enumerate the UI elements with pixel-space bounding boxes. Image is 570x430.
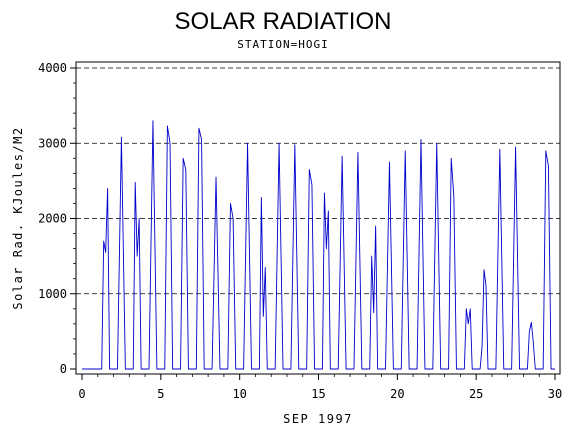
x-tick-label: 30 bbox=[548, 387, 562, 401]
y-tick-label: 3000 bbox=[38, 136, 67, 150]
x-tick-label: 0 bbox=[78, 387, 85, 401]
x-tick-labels: 0 5 10 15 20 25 30 bbox=[78, 374, 562, 401]
x-tick-label: 25 bbox=[469, 387, 483, 401]
x-axis-label: SEP 1997 bbox=[283, 412, 353, 426]
x-tick-label: 5 bbox=[157, 387, 164, 401]
x-tick-label: 20 bbox=[390, 387, 404, 401]
y-tick-labels: 0 1000 2000 3000 4000 bbox=[38, 61, 76, 376]
y-axis-label: Solar Rad. KJoules/M2 bbox=[11, 126, 25, 309]
chart-title: SOLAR RADIATION bbox=[175, 8, 392, 35]
chart-subtitle: STATION=HOGI bbox=[237, 38, 328, 51]
x-tick-label: 15 bbox=[311, 387, 325, 401]
y-tick-label: 1000 bbox=[38, 287, 67, 301]
x-tick-label: 10 bbox=[232, 387, 246, 401]
plot-frame bbox=[75, 61, 561, 375]
series-line bbox=[82, 120, 555, 370]
minor-ticks bbox=[73, 82, 540, 377]
y-tick-label: 0 bbox=[60, 362, 67, 376]
grid-lines bbox=[76, 67, 560, 295]
y-tick-label: 2000 bbox=[38, 212, 67, 226]
y-tick-label: 4000 bbox=[38, 61, 67, 75]
